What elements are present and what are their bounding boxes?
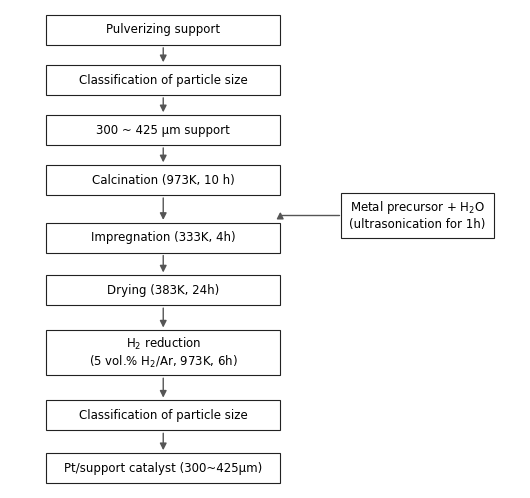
Text: Drying (383K, 24h): Drying (383K, 24h) bbox=[107, 284, 219, 297]
Text: H$_2$ reduction
(5 vol.% H$_2$/Ar, 973K, 6h): H$_2$ reduction (5 vol.% H$_2$/Ar, 973K,… bbox=[89, 336, 237, 370]
Bar bbox=[46, 453, 280, 483]
Text: Classification of particle size: Classification of particle size bbox=[79, 409, 248, 422]
Bar bbox=[46, 15, 280, 45]
Text: Impregnation (333K, 4h): Impregnation (333K, 4h) bbox=[91, 231, 235, 244]
Bar bbox=[46, 65, 280, 95]
Bar bbox=[341, 193, 494, 238]
Bar bbox=[46, 330, 280, 375]
Bar bbox=[46, 115, 280, 145]
Bar bbox=[46, 400, 280, 430]
Text: Pulverizing support: Pulverizing support bbox=[106, 23, 220, 36]
Bar bbox=[46, 165, 280, 195]
Text: Pt/support catalyst (300~425μm): Pt/support catalyst (300~425μm) bbox=[64, 462, 262, 475]
Text: Calcination (973K, 10 h): Calcination (973K, 10 h) bbox=[92, 174, 235, 187]
Text: Classification of particle size: Classification of particle size bbox=[79, 74, 248, 87]
Text: 300 ~ 425 μm support: 300 ~ 425 μm support bbox=[96, 124, 230, 136]
Bar bbox=[46, 223, 280, 253]
Text: Metal precursor + H$_2$O
(ultrasonication for 1h): Metal precursor + H$_2$O (ultrasonicatio… bbox=[349, 199, 486, 231]
Bar bbox=[46, 275, 280, 305]
